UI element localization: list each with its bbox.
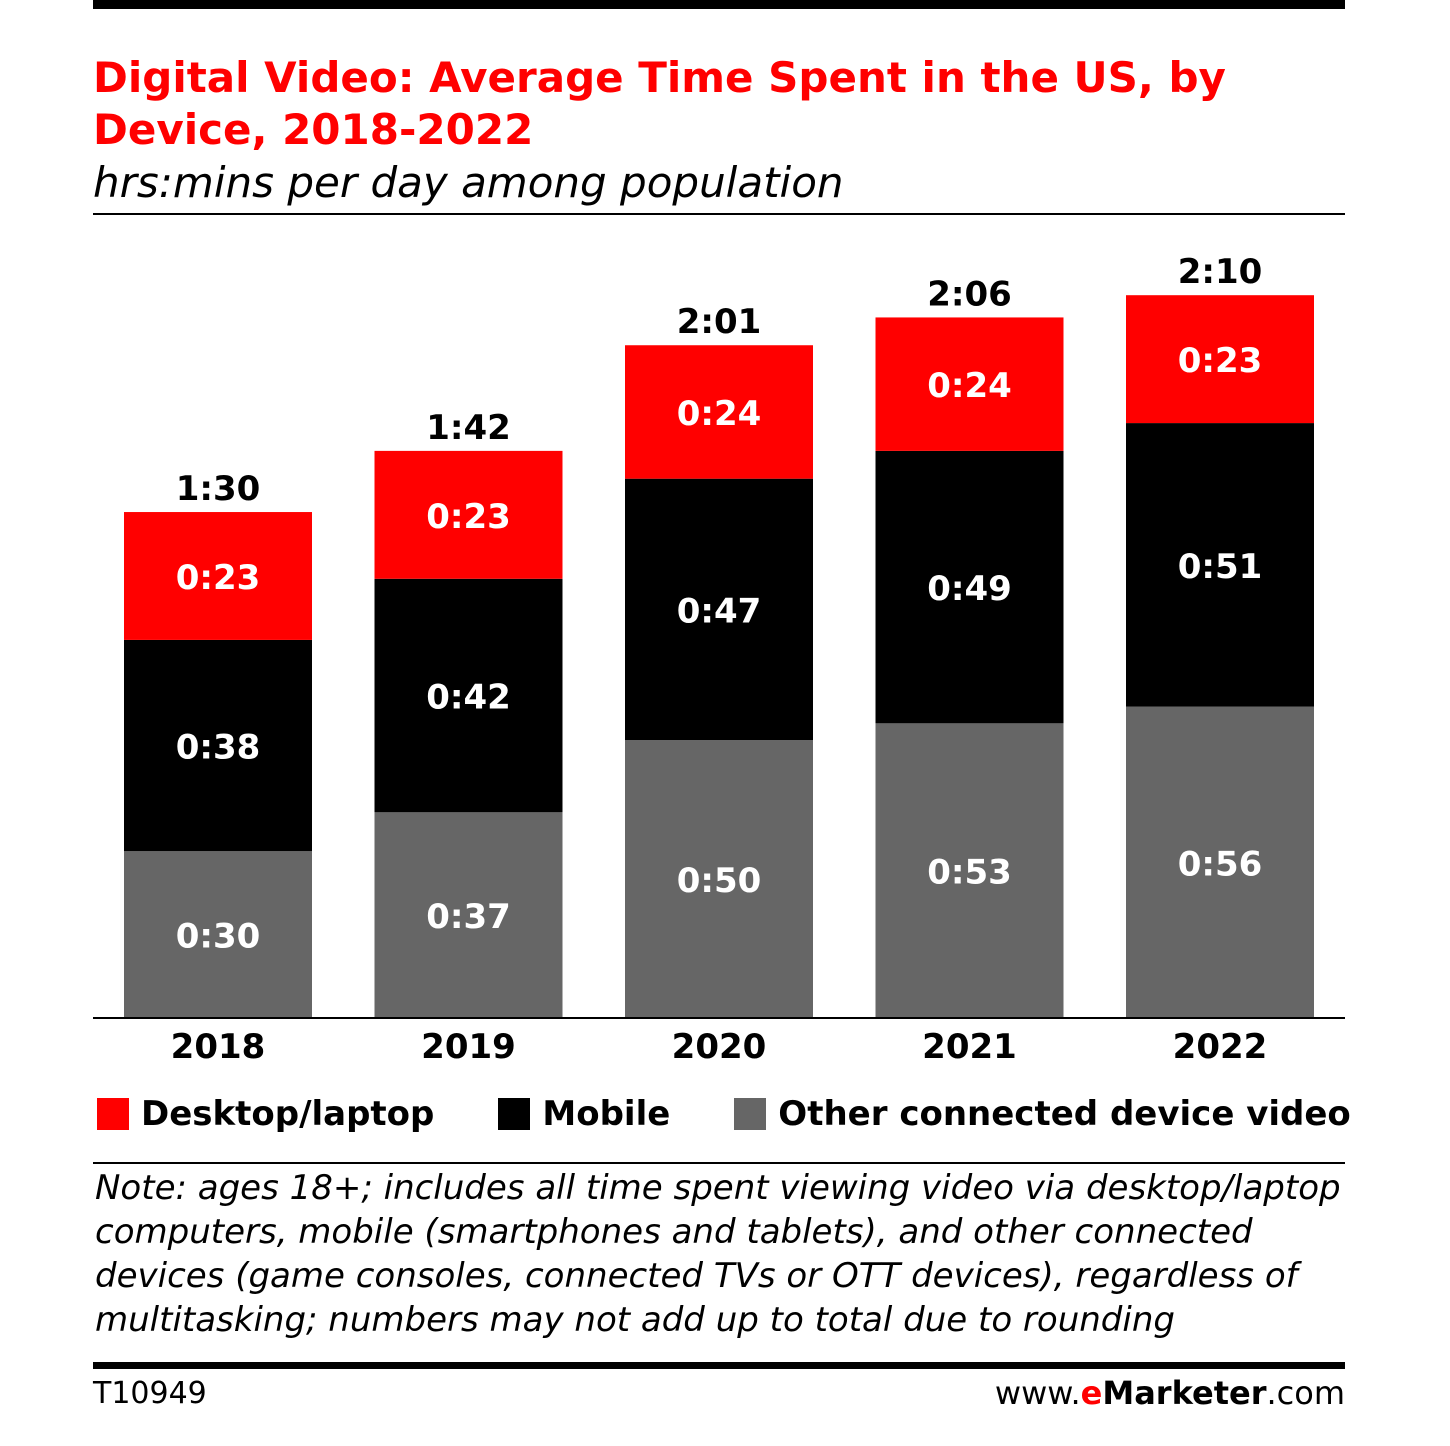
divider xyxy=(93,1162,1345,1164)
legend: Desktop/laptop Mobile Other connected devi… xyxy=(97,1092,1415,1136)
site-e: e xyxy=(1080,1374,1103,1412)
x-axis-line xyxy=(93,1017,1345,1019)
total-label: 2:10 xyxy=(1178,252,1263,292)
legend-label: Desktop/laptop xyxy=(141,1094,435,1134)
x-tick-label: 2018 xyxy=(171,1027,266,1067)
bar-segment xyxy=(875,317,1064,451)
total-label: 1:42 xyxy=(426,408,511,448)
site-prefix: www. xyxy=(994,1374,1081,1412)
data-label: 0:49 xyxy=(927,569,1012,609)
data-label: 0:56 xyxy=(1178,844,1263,884)
source-site[interactable]: www.eMarketer.com xyxy=(995,1374,1345,1412)
legend-item: Other connected device video xyxy=(734,1094,1351,1134)
bar-segment xyxy=(374,450,563,579)
data-label: 0:30 xyxy=(176,917,261,957)
total-label: 2:06 xyxy=(927,274,1012,314)
data-label: 0:50 xyxy=(677,861,762,901)
note: Note: ages 18+; includes all time spent … xyxy=(95,1168,1341,1340)
data-label: 0:53 xyxy=(927,853,1012,893)
data-label: 0:38 xyxy=(176,728,261,768)
legend-label: Mobile xyxy=(542,1094,671,1134)
total-label: 1:30 xyxy=(176,469,261,509)
data-label: 0:23 xyxy=(1178,341,1263,381)
x-tick-label: 2020 xyxy=(672,1027,767,1067)
bar-segment xyxy=(875,723,1064,1018)
chart-title: Digital Video: Average Time Spent in the… xyxy=(93,53,1226,154)
bar-segment xyxy=(124,512,312,640)
bar-segment xyxy=(1126,295,1314,424)
legend-swatch xyxy=(734,1098,767,1130)
site-brand: Marketer xyxy=(1102,1374,1267,1412)
data-label: 0:23 xyxy=(426,497,511,537)
chart-subtitle: hrs:mins per day among population xyxy=(93,158,844,207)
divider xyxy=(93,213,1345,215)
divider xyxy=(93,1362,1345,1369)
legend-item: Mobile xyxy=(498,1094,670,1134)
top-bar xyxy=(93,0,1345,9)
x-tick-label: 2022 xyxy=(1173,1027,1268,1067)
total-label: 2:01 xyxy=(677,302,762,342)
data-label: 0:42 xyxy=(426,678,511,718)
x-tick-label: 2019 xyxy=(421,1027,516,1067)
legend-swatch xyxy=(97,1098,129,1130)
data-label: 0:23 xyxy=(176,558,261,598)
bar-segment xyxy=(1126,706,1314,1018)
data-label: 0:24 xyxy=(677,394,762,434)
bar-segment xyxy=(625,345,813,479)
bar-segment xyxy=(374,578,563,813)
data-label: 0:24 xyxy=(927,366,1012,406)
bar-segment xyxy=(124,639,312,852)
x-tick-label: 2021 xyxy=(922,1027,1017,1067)
bar-segment xyxy=(625,740,813,1018)
legend-swatch xyxy=(498,1098,531,1130)
bar-segment xyxy=(374,812,563,1018)
site-suffix: .com xyxy=(1266,1374,1345,1412)
data-label: 0:47 xyxy=(677,591,762,631)
data-label: 0:51 xyxy=(1178,547,1263,587)
legend-label: Other connected device video xyxy=(778,1094,1351,1134)
chart-id: T10949 xyxy=(93,1376,207,1411)
data-label: 0:37 xyxy=(426,897,511,937)
bar-segment xyxy=(1126,423,1314,707)
bar-segment xyxy=(124,851,312,1018)
bar-segment xyxy=(875,450,1064,724)
bar-segment xyxy=(625,478,813,740)
legend-item: Desktop/laptop xyxy=(97,1094,434,1134)
